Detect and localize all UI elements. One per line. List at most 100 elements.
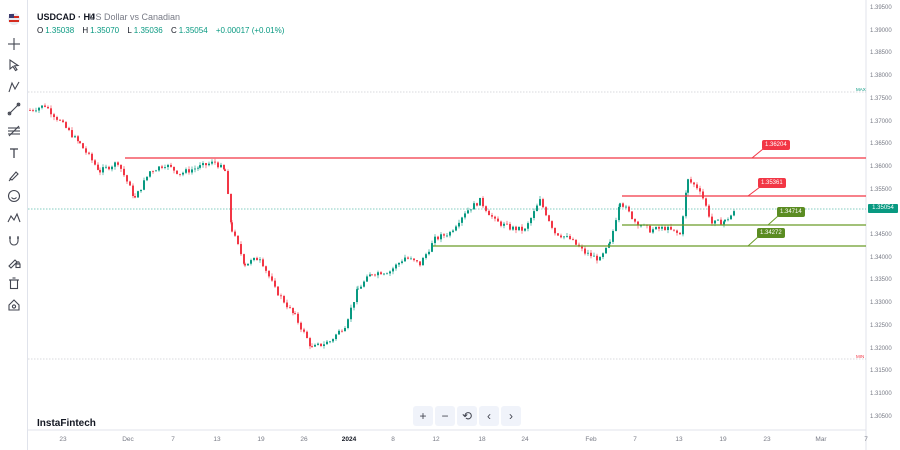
fib-icon[interactable] (4, 122, 24, 140)
candle-body (658, 226, 660, 229)
price-label: 1.33500 (870, 277, 892, 284)
candle-body (280, 295, 282, 297)
emoji-icon[interactable] (4, 187, 24, 205)
candle-body (500, 221, 502, 226)
candle-body (79, 141, 81, 144)
time-label: 24 (521, 436, 529, 443)
candle-body (283, 296, 285, 303)
candle-body (338, 330, 340, 335)
candle-body (625, 206, 627, 208)
brush-icon[interactable] (4, 166, 24, 184)
candle-body (152, 171, 154, 173)
candle-body (590, 252, 592, 257)
crosshair-icon[interactable] (4, 35, 24, 53)
candle-body (62, 120, 64, 123)
candle-body (640, 225, 642, 227)
candle-body (56, 117, 58, 120)
candle-body (59, 119, 61, 121)
price-label: 1.35500 (870, 186, 892, 193)
symbol-label[interactable]: USDCAD · H4 (37, 12, 96, 22)
magnet-icon[interactable] (4, 231, 24, 249)
lock-draw-icon[interactable] (4, 253, 24, 271)
price-label: 1.38500 (870, 50, 892, 57)
candle-body (237, 235, 239, 245)
candle-body (65, 122, 67, 128)
candle-body (231, 222, 233, 232)
candle-body (467, 210, 469, 214)
watermark-logo: InstaFintech (37, 418, 96, 429)
candle-body (202, 163, 204, 166)
candle-body (303, 329, 305, 332)
candle-body (702, 191, 704, 199)
resistance-tag-2[interactable]: 1.35361 (758, 178, 786, 188)
scroll-right-button[interactable]: › (501, 406, 521, 426)
price-label: 1.39000 (870, 27, 892, 34)
candle-body (440, 234, 442, 240)
candle-body (539, 199, 541, 206)
trash-icon[interactable] (4, 274, 24, 292)
candle-body (587, 252, 589, 254)
candle-body (670, 226, 672, 230)
candle-body (664, 226, 666, 231)
candle-body (434, 236, 436, 244)
candle-body (724, 219, 726, 222)
candle-body (557, 233, 559, 236)
candle-body (50, 108, 52, 115)
candle-body (655, 226, 657, 230)
zoom-in-button[interactable]: + (413, 406, 433, 426)
support-tag-1[interactable]: 1.34714 (777, 207, 805, 217)
candle-body (182, 172, 184, 175)
candle-body (120, 164, 122, 169)
candle-body (161, 166, 163, 168)
candle-body (449, 231, 451, 236)
text-icon[interactable] (4, 144, 24, 162)
candle-body (696, 184, 698, 189)
candle-body (123, 168, 125, 176)
scroll-left-button[interactable]: ‹ (479, 406, 499, 426)
candle-body (476, 203, 478, 206)
candle-body (243, 254, 245, 264)
candle-body (690, 179, 692, 183)
resistance-tag-1[interactable]: 1.36204 (762, 140, 790, 150)
time-label: 7 (864, 436, 868, 443)
trend-line-icon[interactable] (4, 100, 24, 118)
candle-body (612, 230, 614, 242)
candle-body (277, 286, 279, 296)
candle-body (297, 313, 299, 323)
indicators-icon[interactable] (4, 78, 24, 96)
us-ca-flag-icon[interactable] (4, 10, 24, 28)
candle-body (560, 235, 562, 238)
candle-body (717, 219, 719, 221)
reset-view-button[interactable]: ⟲ (457, 406, 477, 426)
candle-body (217, 162, 219, 168)
candle-body (443, 234, 445, 236)
candle-body (428, 251, 430, 255)
time-label: 2024 (341, 436, 357, 443)
candle-body (708, 205, 710, 217)
candle-body (117, 162, 119, 165)
candle-body (395, 264, 397, 269)
candle-body (667, 226, 669, 231)
candle-body (199, 165, 201, 168)
price-label: 1.31000 (870, 390, 892, 397)
candle-body (240, 244, 242, 255)
candle-body (294, 313, 296, 314)
candle-body (227, 171, 229, 194)
chart-nav-controls: + − ⟲ ‹ › (413, 406, 521, 428)
candle-body (551, 221, 553, 228)
candle-body (77, 136, 79, 142)
candle-body (155, 170, 157, 172)
candle-body (197, 167, 199, 169)
price-label: 1.37000 (870, 118, 892, 125)
candle-body (602, 253, 604, 257)
time-label: 7 (633, 436, 637, 443)
settings-icon[interactable] (4, 296, 24, 314)
support-tag-2[interactable]: 1.34272 (757, 228, 785, 238)
candle-body (253, 257, 255, 261)
candle-body (111, 166, 113, 170)
candle-body (85, 148, 87, 153)
cursor-icon[interactable] (4, 56, 24, 74)
zoom-out-button[interactable]: − (435, 406, 455, 426)
patterns-icon[interactable] (4, 209, 24, 227)
